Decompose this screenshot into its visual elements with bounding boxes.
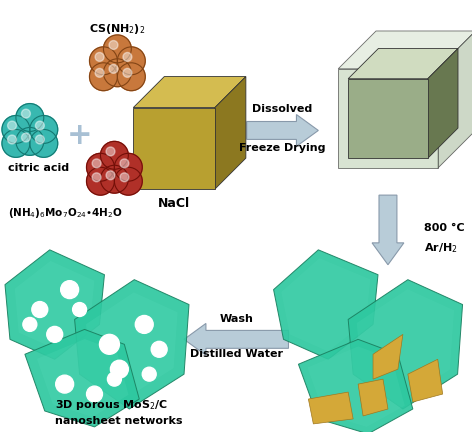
Circle shape: [110, 360, 128, 378]
Polygon shape: [348, 79, 428, 158]
Polygon shape: [37, 339, 128, 417]
Polygon shape: [438, 31, 474, 168]
Circle shape: [73, 303, 87, 317]
Circle shape: [114, 167, 142, 195]
Circle shape: [56, 375, 73, 393]
Polygon shape: [282, 258, 370, 351]
Text: (NH$_4$)$_6$Mo$_7$O$_{24}$•4H$_2$O: (NH$_4$)$_6$Mo$_7$O$_{24}$•4H$_2$O: [8, 206, 123, 220]
Circle shape: [123, 52, 132, 61]
Circle shape: [120, 159, 129, 168]
Circle shape: [87, 386, 102, 402]
Circle shape: [95, 52, 104, 61]
Circle shape: [21, 133, 30, 142]
Circle shape: [103, 59, 131, 87]
Text: Freeze Drying: Freeze Drying: [239, 143, 326, 153]
Polygon shape: [74, 280, 189, 409]
Polygon shape: [299, 339, 413, 433]
Circle shape: [109, 65, 118, 73]
Polygon shape: [215, 77, 246, 189]
Text: CS(NH$_2$)$_2$: CS(NH$_2$)$_2$: [89, 22, 146, 36]
Circle shape: [108, 372, 121, 386]
Circle shape: [90, 63, 118, 90]
Circle shape: [142, 367, 156, 381]
Circle shape: [118, 47, 145, 75]
Circle shape: [16, 103, 44, 132]
Text: Distilled Water: Distilled Water: [190, 349, 283, 359]
FancyArrow shape: [184, 323, 289, 355]
Polygon shape: [348, 48, 458, 79]
Circle shape: [114, 153, 142, 181]
Circle shape: [123, 68, 132, 78]
Circle shape: [92, 173, 101, 182]
Circle shape: [8, 121, 17, 130]
Circle shape: [47, 326, 63, 343]
Circle shape: [36, 121, 45, 130]
Circle shape: [90, 47, 118, 75]
Circle shape: [23, 317, 37, 331]
Circle shape: [32, 301, 48, 317]
Polygon shape: [309, 392, 353, 424]
Circle shape: [106, 147, 115, 156]
Polygon shape: [15, 261, 94, 349]
Circle shape: [109, 41, 118, 49]
Polygon shape: [25, 330, 139, 427]
Circle shape: [95, 68, 104, 78]
Polygon shape: [308, 346, 405, 427]
Circle shape: [100, 142, 128, 169]
Text: Wash: Wash: [220, 314, 254, 324]
FancyArrow shape: [246, 115, 319, 146]
Text: 3D porous MoS$_2$/C
nanosheet networks: 3D porous MoS$_2$/C nanosheet networks: [55, 398, 182, 426]
Polygon shape: [338, 69, 438, 168]
Circle shape: [151, 341, 167, 357]
Text: citric acid: citric acid: [8, 163, 69, 173]
Polygon shape: [357, 289, 454, 399]
Polygon shape: [5, 250, 104, 359]
Text: NaCl: NaCl: [158, 197, 190, 210]
Polygon shape: [428, 48, 458, 158]
Circle shape: [30, 116, 58, 143]
Polygon shape: [338, 31, 474, 69]
Circle shape: [30, 129, 58, 157]
Polygon shape: [133, 107, 215, 189]
Circle shape: [92, 159, 101, 168]
Polygon shape: [348, 280, 463, 409]
Circle shape: [36, 135, 45, 144]
Circle shape: [2, 129, 30, 157]
Circle shape: [120, 173, 129, 182]
Circle shape: [106, 171, 115, 180]
Polygon shape: [358, 379, 388, 416]
Circle shape: [118, 63, 145, 90]
Text: 800 °C: 800 °C: [424, 223, 465, 233]
Circle shape: [87, 153, 114, 181]
Circle shape: [61, 281, 79, 299]
Circle shape: [16, 127, 44, 155]
Text: +: +: [67, 121, 92, 150]
Polygon shape: [373, 334, 403, 379]
Circle shape: [8, 135, 17, 144]
Text: Dissolved: Dissolved: [252, 103, 313, 113]
Polygon shape: [408, 359, 443, 402]
Circle shape: [21, 109, 30, 118]
Polygon shape: [273, 250, 378, 359]
Polygon shape: [86, 292, 178, 396]
Circle shape: [135, 316, 153, 333]
Circle shape: [87, 167, 114, 195]
Circle shape: [2, 116, 30, 143]
Circle shape: [100, 165, 128, 193]
FancyArrow shape: [372, 195, 404, 265]
Polygon shape: [133, 77, 246, 107]
Circle shape: [103, 35, 131, 63]
Circle shape: [100, 334, 119, 354]
Text: Ar/H$_2$: Ar/H$_2$: [424, 241, 457, 255]
